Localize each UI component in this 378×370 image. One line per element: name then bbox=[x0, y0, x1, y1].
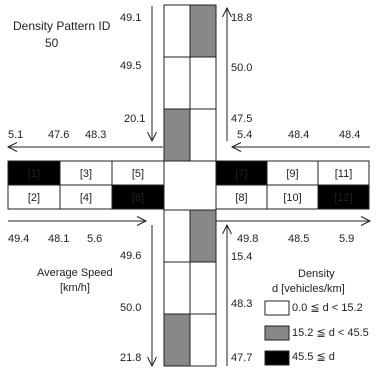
east-bottom-cell-1 bbox=[215, 184, 268, 210]
arrow-west-westbound-head bbox=[6, 142, 18, 152]
segment-label-w-top-3: [5] bbox=[132, 168, 144, 180]
segment-label-e-bot-1: [8] bbox=[235, 192, 247, 204]
speed-east-right-3: 5.9 bbox=[339, 233, 355, 245]
intersection bbox=[163, 160, 217, 211]
south-right-cell-1 bbox=[189, 209, 217, 263]
east-bottom-cell-3 bbox=[317, 184, 370, 210]
west-top-cell-2 bbox=[59, 160, 113, 186]
speed-east-left-3: 48.4 bbox=[339, 129, 361, 141]
segment-label-w-bot-3: [6] bbox=[132, 192, 144, 204]
speed-unit: [km/h] bbox=[60, 282, 90, 294]
pattern-title: Density Pattern ID bbox=[13, 19, 111, 33]
arrow-south-northbound-head bbox=[222, 223, 232, 235]
speed-north-up-2: 50.0 bbox=[231, 62, 253, 74]
speed-south-down-3: 21.8 bbox=[120, 352, 142, 364]
south-left-cell-3 bbox=[163, 313, 191, 367]
north-right-cell-1 bbox=[189, 4, 217, 58]
north-left-cell-3 bbox=[163, 108, 191, 162]
north-right-cell-2 bbox=[189, 56, 217, 110]
segment-label-e-bot-2: [10] bbox=[283, 192, 301, 204]
south-left-cell-1 bbox=[163, 209, 191, 263]
segment-label-e-top-2: [9] bbox=[286, 168, 298, 180]
speed-east-right-2: 48.5 bbox=[288, 233, 310, 245]
segment-label-w-top-1: [1] bbox=[28, 168, 40, 180]
south-left-cell-2 bbox=[163, 261, 191, 315]
segment-label-e-top-3: [11] bbox=[335, 168, 353, 180]
north-left-cell-1 bbox=[163, 4, 191, 58]
arrow-north-northbound-head bbox=[222, 6, 232, 18]
legend-label-low: 0.0 ≦ d < 15.2 bbox=[292, 302, 363, 314]
south-right-cell-2 bbox=[189, 261, 217, 315]
east-top-cell-2 bbox=[266, 160, 319, 186]
legend-title: Density bbox=[298, 268, 335, 280]
segment-label-w-bot-2: [4] bbox=[80, 192, 92, 204]
speed-east-left-2: 48.4 bbox=[288, 129, 310, 141]
legend-swatch-2 bbox=[264, 325, 290, 341]
speed-west-left-1: 5.1 bbox=[8, 129, 24, 141]
pattern-id: 50 bbox=[45, 36, 59, 50]
west-bottom-cell-2 bbox=[59, 184, 113, 210]
speed-west-right-2: 48.1 bbox=[48, 233, 70, 245]
speed-east-right-1: 49.8 bbox=[237, 233, 259, 245]
arrow-east-westbound-head bbox=[230, 142, 242, 152]
speed-north-up-3: 47.5 bbox=[231, 113, 253, 125]
south-right-cell-3 bbox=[189, 313, 217, 367]
segment-label-w-top-2: [3] bbox=[80, 168, 92, 180]
legend-unit: d [vehicles/km] bbox=[272, 283, 345, 295]
legend-swatch-1 bbox=[264, 300, 290, 316]
north-right-cell-3 bbox=[189, 108, 217, 162]
speed-west-left-2: 47.6 bbox=[48, 129, 70, 141]
speed-south-up-3: 47.7 bbox=[231, 352, 253, 364]
speed-north-up-1: 18.8 bbox=[231, 12, 253, 24]
arrow-west-eastbound-head bbox=[136, 216, 148, 226]
north-left-cell-2 bbox=[163, 56, 191, 110]
segment-label-e-top-1: [7] bbox=[235, 168, 247, 180]
legend-label-mid: 15.2 ≦ d < 45.5 bbox=[292, 327, 369, 339]
speed-south-down-2: 50.0 bbox=[120, 302, 142, 314]
speed-west-left-3: 48.3 bbox=[85, 129, 107, 141]
arrow-north-southbound-head bbox=[147, 131, 157, 143]
speed-west-right-1: 49.4 bbox=[8, 233, 30, 245]
arrow-south-southbound-head bbox=[147, 356, 157, 368]
legend-swatch-3 bbox=[264, 350, 290, 366]
speed-south-up-2: 48.3 bbox=[231, 298, 253, 310]
speed-east-left-1: 5.4 bbox=[237, 129, 253, 141]
speed-south-down-1: 49.6 bbox=[120, 250, 142, 262]
west-bottom-cell-3 bbox=[111, 184, 165, 210]
arrow-east-eastbound-head bbox=[360, 216, 372, 226]
speed-north-down-2: 49.5 bbox=[120, 60, 142, 72]
segment-label-w-bot-1: [2] bbox=[28, 192, 40, 204]
west-top-cell-1 bbox=[7, 160, 61, 186]
speed-north-down-1: 49.1 bbox=[120, 12, 142, 24]
speed-south-up-1: 15.4 bbox=[231, 251, 253, 263]
speed-west-right-3: 5.6 bbox=[87, 233, 103, 245]
speed-title: Average Speed bbox=[37, 267, 113, 279]
speed-north-down-3: 20.1 bbox=[124, 113, 146, 125]
legend-label-high: 45.5 ≦ d bbox=[292, 351, 335, 363]
segment-label-e-bot-3: [12] bbox=[334, 192, 352, 204]
